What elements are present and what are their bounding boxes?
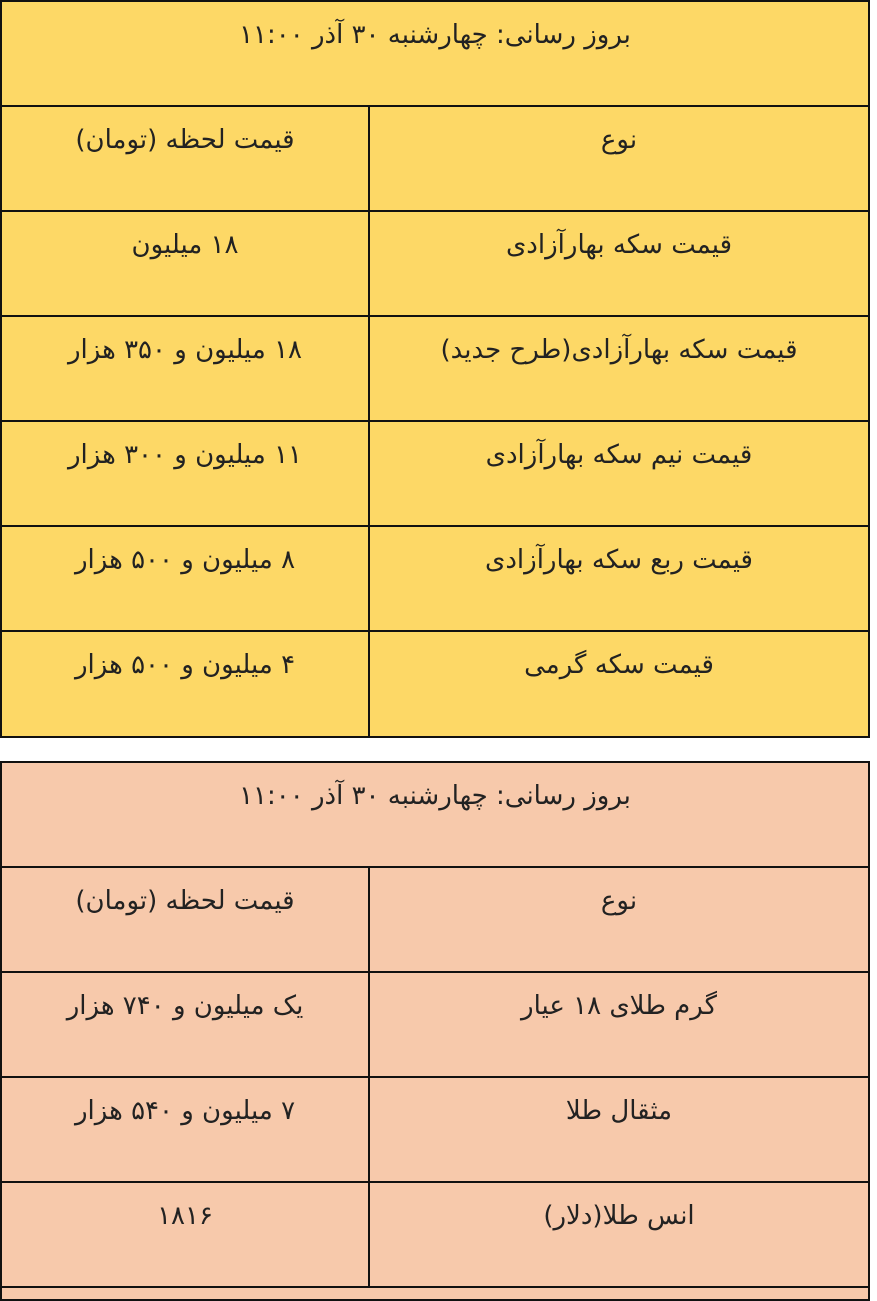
- gold-price-table: بروز رسانی: چهارشنبه ۳۰ آذر ۱۱:۰۰ نوع قی…: [0, 761, 870, 1301]
- coin-price-table: بروز رسانی: چهارشنبه ۳۰ آذر ۱۱:۰۰ نوع قی…: [0, 0, 870, 738]
- row-type: قیمت سکه بهارآزادی: [368, 212, 868, 315]
- row-type: قیمت سکه گرمی: [368, 632, 868, 736]
- row-type: قیمت سکه بهارآزادی(طرح جدید): [368, 317, 868, 420]
- header-row: نوع قیمت لحظه (تومان): [2, 868, 868, 973]
- row-price: ۱۱ میلیون و ۳۰۰ هزار: [67, 440, 303, 470]
- table-row: قیمت سکه بهارآزادی(طرح جدید) ۱۸ میلیون و…: [2, 317, 868, 422]
- row-type: گرم طلای ۱۸ عیار: [368, 973, 868, 1076]
- row-price: ۱۸ میلیون و ۳۵۰ هزار: [67, 335, 303, 365]
- table-row: قیمت سکه گرمی ۴ میلیون و ۵۰۰ هزار: [2, 632, 868, 736]
- table-row: قیمت سکه بهارآزادی ۱۸ میلیون: [2, 212, 868, 317]
- table-row: قیمت ربع سکه بهارآزادی ۸ میلیون و ۵۰۰ هز…: [2, 527, 868, 632]
- row-type: انس طلا(دلار): [368, 1183, 868, 1286]
- table-row: قیمت نیم سکه بهارآزادی ۱۱ میلیون و ۳۰۰ ه…: [2, 422, 868, 527]
- header-row: نوع قیمت لحظه (تومان): [2, 107, 868, 212]
- row-type: قیمت ربع سکه بهارآزادی: [368, 527, 868, 630]
- table-row: گرم طلای ۱۸ عیار یک میلیون و ۷۴۰ هزار: [2, 973, 868, 1078]
- table-row: انس طلا(دلار) ۱۸۱۶: [2, 1183, 868, 1288]
- update-text: بروز رسانی: چهارشنبه ۳۰ آذر ۱۱:۰۰: [239, 781, 631, 811]
- table-row: مثقال طلا ۷ میلیون و ۵۴۰ هزار: [2, 1078, 868, 1183]
- row-price: ۸ میلیون و ۵۰۰ هزار: [74, 545, 296, 575]
- row-price: ۷ میلیون و ۵۴۰ هزار: [74, 1096, 296, 1126]
- row-price: یک میلیون و ۷۴۰ هزار: [66, 991, 304, 1021]
- row-type: مثقال طلا: [368, 1078, 868, 1181]
- update-row: بروز رسانی: چهارشنبه ۳۰ آذر ۱۱:۰۰: [2, 2, 868, 107]
- row-type: قیمت نیم سکه بهارآزادی: [368, 422, 868, 525]
- row-price: ۱۸ میلیون: [131, 230, 239, 260]
- header-type: نوع: [368, 107, 868, 210]
- header-price: قیمت لحظه (تومان): [75, 125, 295, 155]
- row-price: ۱۸۱۶: [157, 1201, 213, 1231]
- header-price: قیمت لحظه (تومان): [75, 886, 295, 916]
- row-price: ۴ میلیون و ۵۰۰ هزار: [74, 650, 296, 680]
- update-row: بروز رسانی: چهارشنبه ۳۰ آذر ۱۱:۰۰: [2, 763, 868, 868]
- header-type: نوع: [368, 868, 868, 971]
- update-text: بروز رسانی: چهارشنبه ۳۰ آذر ۱۱:۰۰: [239, 20, 631, 50]
